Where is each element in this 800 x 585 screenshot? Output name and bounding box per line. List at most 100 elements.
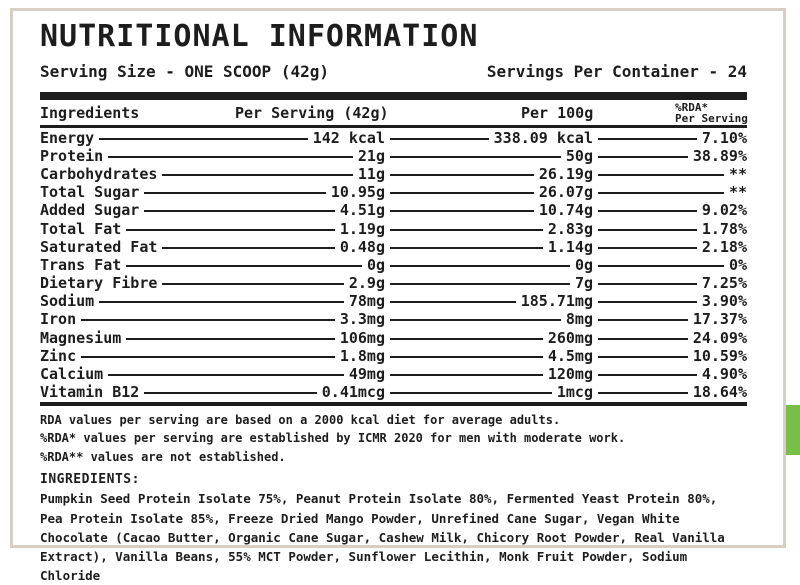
table-row: Carbohydrates 11g 26.19g ** — [40, 165, 747, 183]
leader-line — [108, 155, 353, 158]
column-header-rda: %RDA* Per Serving — [675, 102, 748, 124]
footnotes: RDA values per serving are based on a 20… — [40, 411, 747, 467]
row-nutrient-label: Added Sugar — [40, 201, 140, 220]
serving-info-row: Serving Size - ONE SCOOP (42g) Servings … — [40, 62, 747, 81]
row-rda-value: 4.90% — [701, 365, 747, 384]
row-per-serving-value: 1.19g — [339, 219, 385, 238]
leader-line — [598, 337, 688, 340]
row-per-serving-value: 0.41mcg — [321, 383, 385, 402]
leader-line — [390, 319, 561, 322]
leader-line — [144, 210, 335, 213]
leader-line — [598, 319, 688, 322]
leader-line — [162, 283, 344, 286]
row-per-100g-value: 50g — [565, 146, 593, 165]
row-rda-value: 38.89% — [692, 146, 747, 165]
row-per-100g-value: 1mcg — [556, 383, 593, 402]
row-rda-value: 7.10% — [701, 128, 747, 147]
row-per-serving-value: 21g — [357, 146, 385, 165]
row-per-100g-value: 260mg — [547, 328, 593, 347]
leader-line — [598, 301, 697, 304]
row-rda-value: 0% — [728, 255, 747, 274]
leader-line — [162, 173, 353, 176]
ingredients-list-text: Pumpkin Seed Protein Isolate 75%, Peanut… — [40, 491, 725, 584]
table-row: Added Sugar 4.51g 10.74g 9.02% — [40, 201, 747, 219]
row-rda-value: ** — [728, 164, 747, 183]
column-header-rda-line2: Per Serving — [675, 112, 748, 125]
table-row: Vitamin B12 0.41mcg 1mcg 18.64% — [40, 383, 747, 401]
leader-line — [390, 337, 543, 340]
table-row: Trans Fat 0g 0g 0% — [40, 256, 747, 274]
leader-line — [598, 283, 697, 286]
leader-line — [390, 246, 543, 249]
leader-line — [390, 301, 516, 304]
table-row: Total Sugar 10.95g 26.07g ** — [40, 183, 747, 201]
row-nutrient-label: Saturated Fat — [40, 237, 158, 256]
row-nutrient-label: Protein — [40, 146, 104, 165]
ingredients-heading: INGREDIENTS: — [40, 472, 140, 488]
row-rda-value: 7.25% — [701, 274, 747, 293]
row-per-100g-value: 26.07g — [538, 183, 593, 202]
label-content: NUTRITIONAL INFORMATION Serving Size - O… — [40, 19, 748, 585]
table-row: Iron 3.3mg 8mg 17.37% — [40, 310, 747, 328]
row-per-serving-value: 4.51g — [339, 201, 385, 220]
footnote-rda: RDA values per serving are based on a 20… — [40, 412, 561, 427]
row-per-serving-value: 106mg — [339, 328, 385, 347]
column-header-ingredients: Ingredients — [40, 104, 140, 122]
row-nutrient-label: Trans Fat — [40, 255, 122, 274]
page-title: NUTRITIONAL INFORMATION — [40, 19, 479, 54]
row-nutrient-label: Vitamin B12 — [40, 383, 140, 402]
row-per-serving-value: 142 kcal — [312, 128, 385, 147]
row-per-serving-value: 78mg — [348, 292, 385, 311]
row-per-100g-value: 4.5mg — [547, 346, 593, 365]
table-row: Saturated Fat 0.48g 1.14g 2.18% — [40, 238, 747, 256]
green-accent-tab — [786, 405, 800, 455]
row-nutrient-label: Total Sugar — [40, 183, 140, 202]
row-per-100g-value: 7g — [574, 274, 593, 293]
row-nutrient-label: Dietary Fibre — [40, 274, 158, 293]
leader-line — [144, 192, 326, 195]
leader-line — [390, 173, 534, 176]
row-nutrient-label: Carbohydrates — [40, 164, 158, 183]
footnote-rda-double-star: %RDA** values are not established. — [40, 449, 286, 464]
column-header-per-serving: Per Serving (42g) — [235, 104, 389, 122]
leader-line — [598, 228, 697, 231]
leader-line — [162, 246, 335, 249]
serving-size-text: Serving Size - ONE SCOOP (42g) — [40, 62, 329, 81]
row-per-serving-value: 0g — [366, 255, 385, 274]
leader-line — [126, 264, 362, 267]
table-body: Energy 142 kcal 338.09 kcal 7.10% Protei… — [40, 129, 747, 402]
table-column-headers: Ingredients Per Serving (42g) Per 100g %… — [40, 100, 748, 125]
leader-line — [598, 155, 688, 158]
leader-line — [144, 392, 317, 395]
header-divider-bar — [40, 92, 747, 100]
row-nutrient-label: Iron — [40, 310, 77, 329]
leader-line — [598, 210, 697, 213]
row-per-serving-value: 2.9g — [348, 274, 385, 293]
row-per-serving-value: 49mg — [348, 365, 385, 384]
leader-line — [598, 355, 688, 358]
leader-line — [390, 228, 543, 231]
leader-line — [390, 264, 570, 267]
leader-line — [390, 392, 552, 395]
row-per-serving-value: 11g — [357, 164, 385, 183]
row-per-serving-value: 3.3mg — [339, 310, 385, 329]
footnote-rda-star: %RDA* values per serving are established… — [40, 431, 626, 446]
row-rda-value: 17.37% — [692, 310, 747, 329]
row-per-100g-value: 185.71mg — [520, 292, 593, 311]
row-per-100g-value: 0g — [574, 255, 593, 274]
table-row: Magnesium 106mg 260mg 24.09% — [40, 329, 747, 347]
table-row: Dietary Fibre 2.9g 7g 7.25% — [40, 274, 747, 292]
row-per-100g-value: 8mg — [565, 310, 593, 329]
leader-line — [390, 283, 570, 286]
row-per-100g-value: 26.19g — [538, 164, 593, 183]
leader-line — [126, 337, 335, 340]
leader-line — [598, 392, 688, 395]
table-row: Zinc 1.8mg 4.5mg 10.59% — [40, 347, 747, 365]
column-header-rda-line1: %RDA* — [675, 101, 709, 114]
leader-line — [99, 301, 344, 304]
table-row: Energy 142 kcal 338.09 kcal 7.10% — [40, 129, 747, 147]
row-rda-value: 18.64% — [692, 383, 747, 402]
row-per-100g-value: 2.83g — [547, 219, 593, 238]
leader-line — [390, 155, 561, 158]
leader-line — [390, 355, 543, 358]
